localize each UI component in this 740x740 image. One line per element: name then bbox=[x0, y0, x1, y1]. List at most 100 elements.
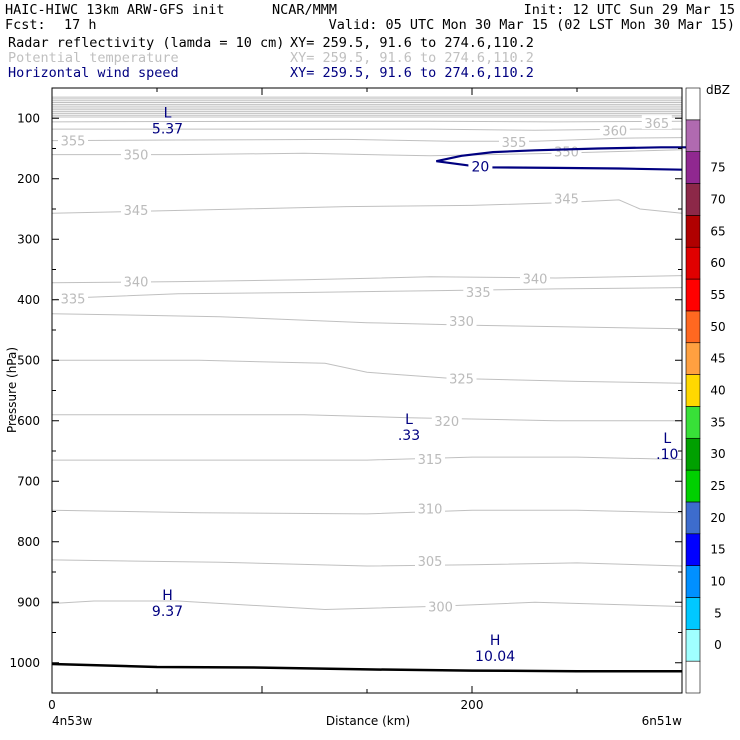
theta-contour-300 bbox=[51, 600, 683, 611]
theta-label-345: 345 bbox=[124, 204, 149, 219]
colorbar-label: 50 bbox=[710, 320, 725, 334]
theta-label-bg bbox=[551, 190, 582, 205]
stratosphere-bands bbox=[52, 96, 682, 118]
theta-label-bg bbox=[520, 270, 550, 285]
colorbar-label: 55 bbox=[710, 288, 725, 302]
colorbar-label: 65 bbox=[710, 224, 725, 238]
field-name-wind: Horizontal wind speed bbox=[8, 65, 179, 81]
terrain-surface bbox=[51, 662, 682, 673]
theta-contour-355 bbox=[51, 137, 683, 142]
colorbar-label: 75 bbox=[710, 161, 725, 175]
theta-label-bg bbox=[431, 412, 462, 427]
colorbar-label: 45 bbox=[710, 352, 725, 366]
theta-label-300: 300 bbox=[428, 600, 453, 615]
theta-label-bg bbox=[58, 132, 88, 147]
colorbar-swatch bbox=[685, 278, 701, 312]
y-axis: 100 200 300 400 500 600 700 800 900 1000 bbox=[9, 111, 682, 694]
x-axis-left-endpoint: 4n53w bbox=[52, 714, 93, 728]
theta-label-bg bbox=[551, 143, 582, 158]
wind-label-bg bbox=[468, 157, 493, 174]
extremum-L-value: .10 bbox=[656, 447, 678, 463]
theta-contour-345 bbox=[51, 199, 683, 214]
x-tick-label: 200 bbox=[461, 698, 484, 712]
colorbar-swatch bbox=[685, 629, 701, 662]
theta-label-345: 345 bbox=[554, 193, 579, 208]
colorbar-unit: dBZ bbox=[706, 83, 730, 97]
x-axis-label: Distance (km) bbox=[326, 714, 410, 728]
theta-label-330: 330 bbox=[449, 315, 474, 330]
colorbar-swatch bbox=[685, 406, 701, 439]
x-axis: 0 200 bbox=[48, 88, 683, 712]
init-time: Init: 12 UTC Sun 29 Mar 15 bbox=[524, 2, 735, 18]
theta-label-335: 335 bbox=[466, 286, 491, 301]
theta-label-310: 310 bbox=[418, 502, 443, 517]
y-tick-label: 800 bbox=[17, 535, 40, 549]
field-name-theta: Potential temperature bbox=[8, 50, 179, 66]
theta-label-320: 320 bbox=[434, 415, 459, 430]
theta-contour-340 bbox=[51, 275, 683, 284]
fcst-value: 17 h bbox=[64, 17, 97, 33]
colorbar-swatch bbox=[685, 87, 701, 121]
theta-label-bg bbox=[463, 283, 494, 298]
colorbar-label: 35 bbox=[710, 415, 725, 429]
theta-label-bg bbox=[446, 370, 477, 385]
fcst-label: Fcst: bbox=[5, 17, 46, 33]
theta-label-bg bbox=[641, 115, 672, 130]
colorbar-swatch bbox=[685, 246, 701, 280]
y-tick-label: 500 bbox=[17, 353, 40, 367]
theta-contour-330 bbox=[51, 313, 683, 330]
theta-label-340: 340 bbox=[124, 276, 149, 291]
theta-label-355: 355 bbox=[502, 136, 527, 151]
model-title: HAIC-HIWC 13km ARW-GFS init bbox=[5, 2, 224, 18]
extremum-L-marker: L bbox=[164, 105, 172, 121]
theta-label-bg bbox=[446, 312, 477, 327]
extremum-L-value: .33 bbox=[398, 428, 420, 444]
theta-label-305: 305 bbox=[418, 555, 443, 570]
colorbar-swatch bbox=[685, 310, 701, 344]
theta-label-325: 325 bbox=[449, 372, 474, 387]
terrain-line bbox=[51, 662, 682, 673]
theta-label-355: 355 bbox=[61, 135, 86, 150]
extremum-H-marker: H bbox=[162, 588, 173, 604]
theta-label-bg bbox=[499, 133, 529, 148]
theta-label-bg bbox=[121, 273, 151, 288]
y-tick-label: 300 bbox=[17, 232, 40, 246]
theta-label-315: 315 bbox=[418, 453, 443, 468]
theta-label-350: 350 bbox=[554, 146, 579, 161]
colorbar-swatch bbox=[685, 342, 701, 375]
colorbar-label: 25 bbox=[710, 479, 725, 493]
theta-contour-325 bbox=[52, 359, 683, 384]
field-xy-theta: XY= 259.5, 91.6 to 274.6,110.2 bbox=[290, 50, 534, 66]
y-tick-label: 100 bbox=[17, 111, 40, 125]
y-tick-label: 900 bbox=[17, 595, 40, 609]
extremum-H-value: 9.37 bbox=[152, 604, 183, 620]
theta-contour-365 bbox=[51, 120, 683, 123]
colorbar-swatch bbox=[685, 374, 701, 407]
y-axis-label: Pressure (hPa) bbox=[5, 347, 19, 433]
colorbar-label: 40 bbox=[710, 384, 725, 398]
field-name-reflectivity: Radar reflectivity (lamda = 10 cm) bbox=[8, 35, 284, 51]
y-tick-label: 400 bbox=[17, 293, 40, 307]
colorbar-label: 60 bbox=[710, 256, 725, 270]
theta-label-bg bbox=[415, 450, 445, 465]
y-tick-label: 1000 bbox=[9, 656, 40, 670]
colorbar-swatch bbox=[685, 119, 701, 152]
colorbar-label: 5 bbox=[714, 606, 722, 620]
y-tick-label: 700 bbox=[17, 474, 40, 488]
colorbar-swatch bbox=[685, 437, 701, 471]
wind-label-20: 20 bbox=[471, 160, 489, 176]
colorbar-label: 20 bbox=[710, 511, 725, 525]
colorbar-label: 30 bbox=[710, 447, 725, 461]
theta-label-360: 360 bbox=[602, 124, 627, 139]
colorbar-swatch bbox=[685, 469, 701, 503]
theta-label-bg bbox=[415, 553, 445, 568]
colorbar-swatch bbox=[685, 597, 701, 630]
extremum-H-marker: H bbox=[490, 633, 501, 649]
header: HAIC-HIWC 13km ARW-GFS init NCAR/MMM Ini… bbox=[5, 2, 735, 81]
theta-label-bg bbox=[121, 146, 151, 161]
reflectivity-colorbar: 0 5 10 15 20 25 30 35 40 45 50 55 60 65 70 75 dBZ bbox=[685, 83, 730, 694]
colorbar-swatch bbox=[685, 533, 701, 566]
theta-contour-360 bbox=[52, 128, 682, 131]
